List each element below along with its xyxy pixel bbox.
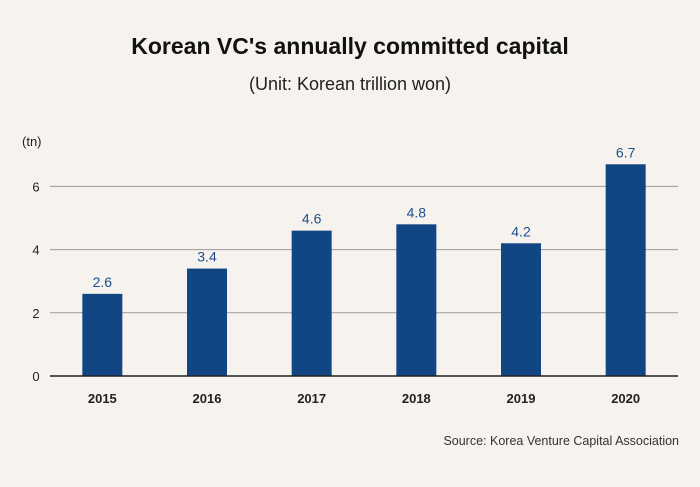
data-label: 2.6 bbox=[93, 274, 113, 290]
bar bbox=[82, 293, 123, 376]
data-label: 6.7 bbox=[616, 144, 636, 160]
bar bbox=[501, 243, 541, 376]
y-axis-unit-label: (tn) bbox=[22, 134, 42, 149]
chart-subtitle: (Unit: Korean trillion won) bbox=[248, 74, 452, 94]
x-tick-label: 2015 bbox=[88, 391, 117, 406]
bar bbox=[291, 230, 332, 376]
data-label: 3.4 bbox=[197, 249, 217, 265]
x-tick-label: 2017 bbox=[297, 391, 326, 406]
data-label: 4.8 bbox=[407, 204, 427, 220]
bar bbox=[187, 268, 227, 376]
data-label: 4.6 bbox=[302, 211, 322, 227]
y-tick-label: 6 bbox=[32, 179, 39, 194]
bar bbox=[605, 164, 646, 376]
y-tick-label: 2 bbox=[32, 306, 39, 321]
source-note: Source: Korea Venture Capital Associatio… bbox=[443, 434, 679, 448]
x-tick-label: 2020 bbox=[611, 391, 640, 406]
y-tick-label: 4 bbox=[32, 243, 39, 258]
data-label: 4.2 bbox=[511, 223, 531, 239]
x-tick-label: 2019 bbox=[507, 391, 536, 406]
x-tick-label: 2016 bbox=[193, 391, 222, 406]
y-tick-label: 0 bbox=[32, 369, 39, 384]
x-tick-label: 2018 bbox=[402, 391, 431, 406]
bar bbox=[396, 224, 437, 376]
chart-title: Korean VC's annually committed capital bbox=[131, 33, 569, 59]
